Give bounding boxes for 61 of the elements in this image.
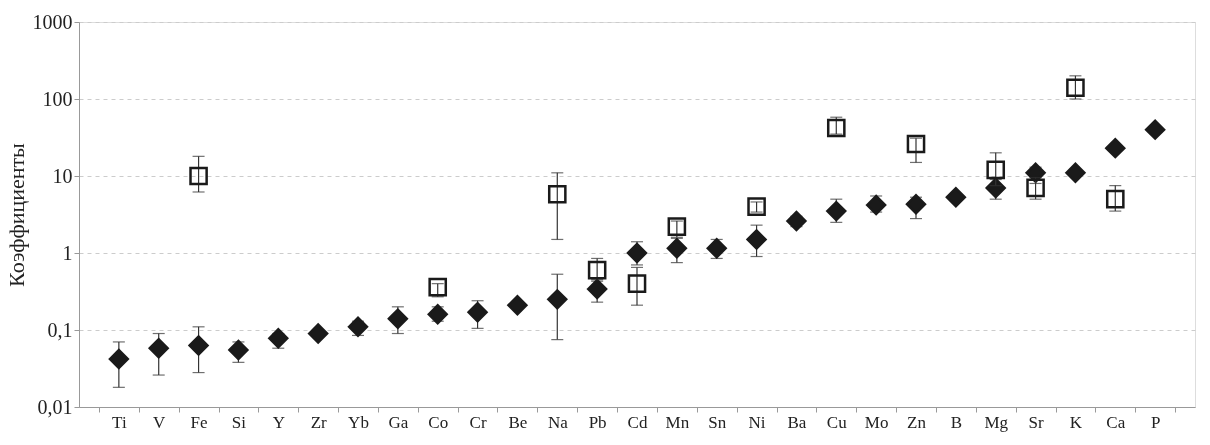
point: [148, 338, 169, 359]
x-tick-label: Zr: [310, 412, 327, 432]
point: [986, 160, 1006, 180]
x-tick-label: Ti: [112, 412, 127, 432]
point: [747, 197, 766, 216]
y-tick-label: 0,1: [47, 318, 73, 341]
x-tick-label: Ga: [388, 412, 409, 432]
point: [387, 308, 409, 329]
x-tick-label: Mg: [984, 412, 1009, 432]
y-axis-title: Коэффициенты: [3, 142, 29, 287]
x-tick-label: Pb: [588, 412, 607, 432]
point: [826, 118, 846, 138]
x-tick-label: Cu: [826, 412, 848, 432]
point: [905, 194, 927, 215]
point: [547, 184, 567, 204]
x-tick-label: Ba: [787, 412, 807, 432]
point: [746, 229, 767, 250]
x-tick-label: Ca: [1106, 412, 1126, 432]
y-tick-label: 10: [52, 164, 73, 187]
point: [108, 348, 130, 370]
x-tick-label: Zn: [907, 412, 927, 432]
x-tick-label: Cd: [627, 412, 648, 432]
point: [347, 316, 369, 338]
x-tick-label: Fe: [190, 412, 208, 432]
point: [906, 134, 926, 154]
point: [189, 166, 208, 186]
x-tick-label: Mn: [665, 412, 690, 432]
x-tick-label: P: [1150, 412, 1161, 432]
point: [945, 187, 967, 208]
y-tick-label: 1000: [32, 10, 73, 33]
point: [428, 277, 448, 297]
x-tick-label: K: [1069, 412, 1083, 432]
x-tick-label: Na: [547, 412, 569, 432]
point: [1105, 189, 1125, 209]
x-tick-label: B: [950, 412, 963, 432]
point: [507, 295, 528, 316]
point: [1105, 137, 1126, 159]
y-tick-label: 100: [42, 87, 73, 110]
x-tick-label: Si: [231, 412, 247, 432]
x-tick-label: Ni: [748, 412, 766, 432]
point: [467, 302, 488, 323]
x-tick-label: Mo: [864, 412, 889, 432]
x-tick-label: Yb: [348, 412, 369, 432]
point: [627, 274, 647, 293]
x-tick-label: Sr: [1028, 412, 1044, 432]
point: [865, 194, 887, 216]
point: [188, 335, 209, 356]
point: [786, 210, 807, 232]
x-tick-label: Y: [272, 412, 285, 432]
point: [1065, 162, 1086, 184]
x-tick-label: V: [153, 412, 167, 432]
point: [666, 238, 688, 259]
x-tick-label: Sn: [708, 412, 727, 432]
x-tick-label: Cr: [469, 412, 487, 432]
x-tick-label: Co: [428, 412, 449, 432]
point: [547, 289, 568, 310]
point: [1144, 119, 1166, 140]
point: [307, 323, 329, 344]
x-tick-label: Be: [508, 412, 528, 432]
y-tick-label: 1: [62, 241, 73, 264]
y-tick-label: 0,01: [37, 395, 73, 418]
